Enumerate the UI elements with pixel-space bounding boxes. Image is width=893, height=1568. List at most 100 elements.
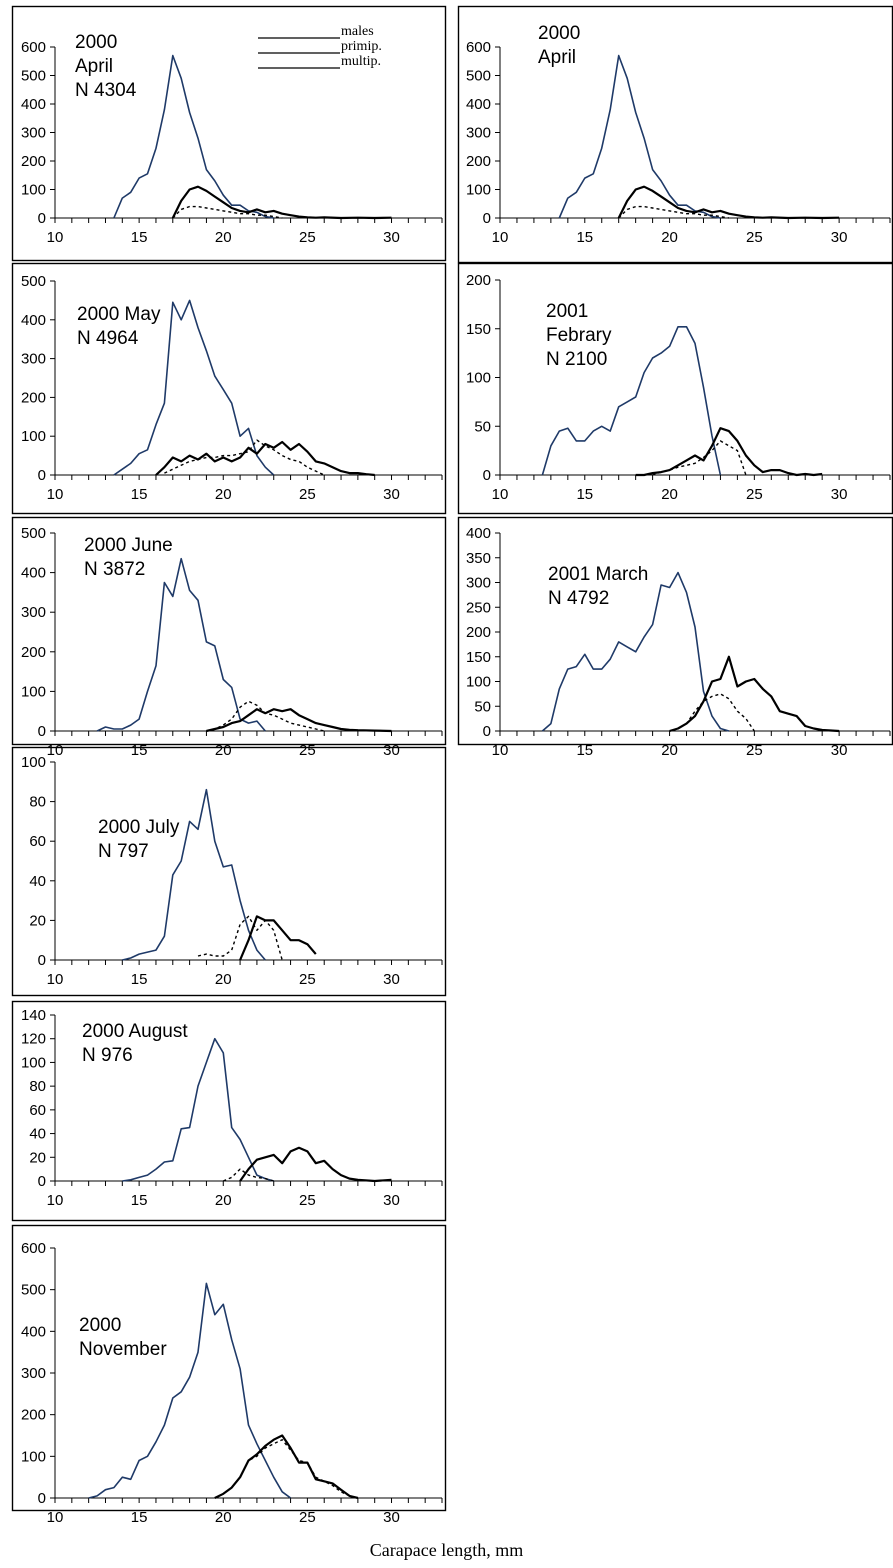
panel-frame <box>457 516 893 746</box>
panel-label: N 4304 <box>75 80 137 101</box>
y-tick-label: 300 <box>21 604 46 621</box>
y-tick-label: 200 <box>466 624 491 641</box>
panel-label: 2001 <box>546 301 588 322</box>
y-tick-label: 200 <box>21 389 46 406</box>
x-tick-label: 30 <box>831 486 848 503</box>
x-tick-label: 25 <box>299 971 316 988</box>
y-tick-label: 600 <box>21 1240 46 1257</box>
panel-label: N 2100 <box>546 349 607 370</box>
y-tick-label: 500 <box>21 273 46 290</box>
y-tick-label: 500 <box>21 68 46 85</box>
legend-label: multip. <box>341 54 381 69</box>
x-tick-label: 20 <box>661 229 678 246</box>
y-tick-label: 300 <box>466 125 491 142</box>
panel-label: 2000 <box>75 32 117 53</box>
y-tick-label: 300 <box>466 575 491 592</box>
panel-label: 2000 May <box>77 304 161 325</box>
x-tick-label: 20 <box>215 486 232 503</box>
y-tick-label: 20 <box>29 912 46 929</box>
y-tick-label: 0 <box>483 723 491 740</box>
x-tick-label: 10 <box>47 971 64 988</box>
y-tick-label: 200 <box>21 644 46 661</box>
y-tick-label: 120 <box>21 1031 46 1048</box>
chart-panel-7: 0 20 40 60 80 100 10 15 20 25 30 2000 July N 797 <box>11 746 447 997</box>
x-tick-label: 30 <box>383 971 400 988</box>
x-tick-label: 25 <box>746 229 763 246</box>
y-tick-label: 100 <box>466 674 491 691</box>
x-tick-label: 25 <box>746 742 763 759</box>
panel-label: 2000 August <box>82 1021 188 1042</box>
y-tick-label: 40 <box>29 873 46 890</box>
panel-label: 2000 June <box>84 535 173 556</box>
x-tick-label: 10 <box>47 486 64 503</box>
series-line-primip <box>214 1438 359 1499</box>
y-tick-label: 140 <box>21 1007 46 1024</box>
y-tick-label: 0 <box>483 210 491 227</box>
x-tick-label: 30 <box>383 486 400 503</box>
y-tick-label: 300 <box>21 351 46 368</box>
y-tick-label: 100 <box>21 428 46 445</box>
panel-frame <box>457 262 893 515</box>
panel-frame <box>11 1000 447 1222</box>
y-tick-label: 100 <box>21 754 46 771</box>
series-line-males <box>558 54 721 219</box>
panel-label: November <box>79 1339 167 1360</box>
series-line-males <box>541 325 722 476</box>
legend-label: primip. <box>341 39 382 54</box>
y-tick-label: 100 <box>466 182 491 199</box>
series-line-males <box>96 557 266 732</box>
x-tick-label: 10 <box>492 229 509 246</box>
panel-label: N 976 <box>82 1045 133 1066</box>
panel-frame <box>11 5 447 262</box>
y-tick-label: 500 <box>21 1282 46 1299</box>
series-line-multip <box>239 915 317 961</box>
panel-label: April <box>75 56 113 77</box>
y-tick-label: 200 <box>466 272 491 289</box>
chart-panel-1: 0 100 200 300 400 500 600 10 15 20 25 30 2000 April N … <box>11 5 447 262</box>
y-tick-label: 100 <box>21 182 46 199</box>
y-tick-label: 0 <box>38 210 46 227</box>
x-tick-label: 30 <box>383 229 400 246</box>
y-tick-label: 150 <box>466 649 491 666</box>
x-tick-label: 30 <box>831 229 848 246</box>
y-tick-label: 80 <box>29 1078 46 1095</box>
y-tick-label: 0 <box>483 467 491 484</box>
y-tick-label: 250 <box>466 599 491 616</box>
x-tick-label: 15 <box>131 229 148 246</box>
x-tick-label: 10 <box>47 229 64 246</box>
y-tick-label: 150 <box>466 321 491 338</box>
series-line-multip <box>206 708 392 733</box>
y-tick-label: 500 <box>21 525 46 542</box>
series-line-multip <box>617 185 840 220</box>
chart-panel-5: 0 100 200 300 400 500 10 15 20 25 30 2000 June N 387… <box>11 516 447 759</box>
panel-label: N 797 <box>98 841 149 862</box>
x-tick-label: 10 <box>492 742 509 759</box>
x-tick-label: 25 <box>299 1509 316 1526</box>
series-line-primip <box>618 205 730 219</box>
panel-frame <box>11 262 447 515</box>
series-line-multip <box>669 655 840 733</box>
series-line-males <box>541 571 730 732</box>
x-tick-label: 15 <box>131 1192 148 1209</box>
y-tick-label: 300 <box>21 1365 46 1382</box>
y-tick-label: 60 <box>29 833 46 850</box>
y-tick-label: 100 <box>21 1448 46 1465</box>
series-line-multip <box>239 1146 392 1183</box>
y-tick-label: 100 <box>21 683 46 700</box>
x-tick-label: 25 <box>299 742 316 759</box>
chart-panel-9: 0 100 200 300 400 500 600 10 15 20 25 30 2000 Novembe… <box>11 1224 447 1526</box>
x-tick-label: 15 <box>576 229 593 246</box>
y-tick-label: 200 <box>21 1407 46 1424</box>
panel-label: April <box>538 47 576 68</box>
y-tick-label: 400 <box>466 96 491 113</box>
panel-label: 2001 March <box>548 564 648 585</box>
series-line-multip <box>214 1434 359 1500</box>
y-tick-label: 0 <box>38 1173 46 1190</box>
legend-label: males <box>341 24 374 39</box>
y-tick-label: 50 <box>474 698 491 715</box>
series-line-males <box>113 299 275 476</box>
x-tick-label: 25 <box>299 229 316 246</box>
series-line-primip <box>197 915 283 961</box>
y-tick-label: 500 <box>466 68 491 85</box>
series-line-males <box>88 1282 292 1499</box>
